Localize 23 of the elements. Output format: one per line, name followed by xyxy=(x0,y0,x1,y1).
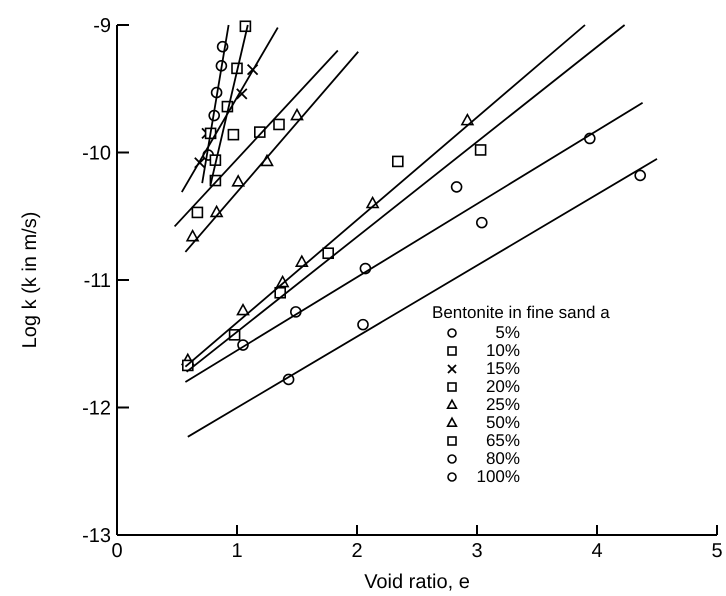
y-tick-label: -13 xyxy=(82,525,111,547)
legend-label: 5% xyxy=(495,323,520,342)
x-tick-label: 2 xyxy=(351,540,363,562)
y-tick-label: -10 xyxy=(82,142,111,164)
x-tick-label: 4 xyxy=(591,540,603,562)
legend-label: 10% xyxy=(486,341,520,360)
legend-label: 15% xyxy=(486,359,520,378)
legend-label: 100% xyxy=(476,467,520,486)
x-tick-label: 3 xyxy=(471,540,483,562)
x-tick-label: 5 xyxy=(711,540,723,562)
x-tick-label: 1 xyxy=(231,540,243,562)
y-tick-label: -9 xyxy=(93,15,111,37)
x-tick-label: 0 xyxy=(111,540,123,562)
y-tick-label: -12 xyxy=(82,398,111,420)
y-axis-title: Log k (k in m/s) xyxy=(19,212,41,348)
x-axis-title: Void ratio, e xyxy=(364,571,470,593)
legend-label: 25% xyxy=(486,395,520,414)
legend-label: 50% xyxy=(486,413,520,432)
legend-label: 80% xyxy=(486,449,520,468)
y-tick-label: -11 xyxy=(84,270,111,292)
legend-title: Bentonite in fine sand a xyxy=(432,303,610,322)
legend-label: 65% xyxy=(486,431,520,450)
legend-label: 20% xyxy=(486,377,520,396)
